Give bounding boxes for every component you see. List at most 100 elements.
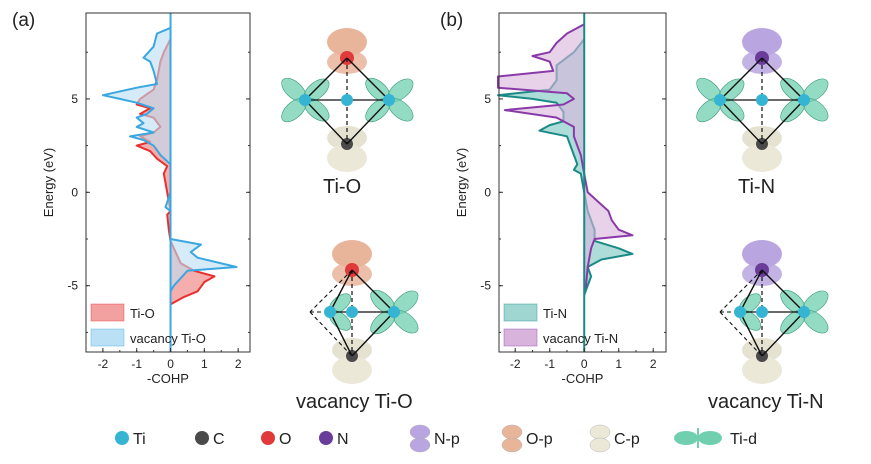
x-tick-label: -2 [510, 357, 521, 371]
bond-line [351, 269, 395, 313]
n-p-orbital-icon [409, 424, 431, 440]
bond-line [761, 311, 805, 357]
legend-label: O-p [526, 431, 553, 448]
legend-swatch [90, 328, 125, 347]
legend-label: O [279, 431, 291, 448]
structure-label-ti-n: Ti-N [738, 176, 776, 198]
legend-swatch [90, 303, 125, 322]
bond-line [304, 57, 348, 101]
legend-item-n-p: N-p [409, 424, 460, 453]
c-p-orbital-lobe [327, 144, 367, 172]
series-line-vacancy-ti-o [101, 26, 238, 292]
n-atom-icon [319, 431, 333, 445]
structure-ti-o [281, 28, 414, 172]
legend-item-o: O [261, 431, 291, 448]
y-tick-label: 5 [484, 92, 491, 106]
series-fill-vacancy-ti-n [498, 24, 633, 290]
legend-label: N [337, 431, 349, 448]
legend-item-c: C [195, 431, 225, 448]
x-tick-label: -1 [131, 357, 142, 371]
bond-line [761, 99, 805, 145]
bond-line [304, 99, 348, 145]
structure-label-vacancy-ti-o: vacancy Ti-O [296, 391, 413, 413]
p-orbital-lobe [742, 240, 782, 268]
x-tick-label: 1 [615, 357, 622, 371]
o-p-orbital-icon [501, 437, 523, 453]
bond-line-dashed [309, 311, 353, 357]
plot-frame [498, 12, 667, 353]
x-tick-label: 0 [167, 357, 174, 371]
atom-ti [324, 306, 336, 318]
c-p-orbital-icon [589, 424, 611, 440]
legend-label: vacancy Ti-N [543, 331, 618, 346]
legend-swatch [503, 303, 538, 322]
y-axis-label: Energy (eV) [41, 148, 56, 217]
c-p-orbital-lobe [332, 356, 372, 384]
y-tick-label: 0 [71, 185, 78, 199]
atom-ti [798, 94, 810, 106]
c-p-orbital-icon [589, 437, 611, 453]
x-tick-label: 1 [201, 357, 208, 371]
structure-ti-n [696, 28, 829, 172]
bond-line [346, 57, 390, 101]
legend-label: N-p [434, 431, 460, 448]
atom-ti [798, 306, 810, 318]
legend-label: Ti [133, 431, 146, 448]
structure-vacancy-ti-n [719, 240, 829, 384]
structure-vacancy-ti-o [309, 240, 419, 384]
p-orbital-lobe [332, 240, 372, 268]
legend-item-ti-d: Ti-d [674, 428, 757, 448]
legend-swatch [503, 328, 538, 347]
panel-label-a: (a) [12, 10, 36, 31]
series-line-vacancy-ti-n [497, 23, 634, 290]
bond-line-dashed [309, 269, 353, 313]
y-tick-label: 5 [71, 92, 78, 106]
legend-label: vacancy Ti-O [130, 331, 206, 346]
y-tick-label: 0 [484, 185, 491, 199]
bond-line [761, 57, 805, 101]
ti-atom-icon [115, 431, 129, 445]
atom-ti [756, 94, 768, 106]
p-orbital-lobe [327, 28, 367, 56]
c-p-orbital-lobe [742, 356, 782, 384]
legend-item-n: N [319, 431, 349, 448]
bond-line [739, 311, 763, 357]
legend-label: Ti-d [730, 431, 757, 448]
panel-label-b: (b) [440, 10, 464, 31]
legend-label: C-p [614, 431, 640, 448]
atom-ti [299, 94, 311, 106]
y-tick-label: -5 [67, 279, 78, 293]
plot-frame [85, 12, 251, 353]
atom-ti [734, 306, 746, 318]
cohp-chart-a: -2 -1 0 1 2 -5 0 5 -COHP Energy (eV) Ti-O vacancy T… [41, 12, 251, 386]
x-tick-label: -2 [98, 357, 109, 371]
legend-item-ti: Ti [115, 431, 146, 448]
legend-label: C [213, 431, 225, 448]
x-tick-label: 2 [650, 357, 657, 371]
ti-d-orbital-icon [697, 428, 699, 448]
ti-d-orbital-icon [674, 431, 698, 445]
c-atom-icon [195, 431, 209, 445]
bond-line-dashed [719, 269, 763, 313]
atom-ti [714, 94, 726, 106]
bond-line [719, 57, 763, 101]
bond-line [761, 269, 805, 313]
c-p-orbital-lobe [742, 144, 782, 172]
bond-line [351, 311, 395, 357]
bond-line [739, 269, 763, 313]
bond-line [346, 99, 390, 145]
bond-line [329, 269, 353, 313]
bond-line [719, 99, 763, 145]
x-tick-label: 0 [581, 357, 588, 371]
structure-label-ti-o: Ti-O [323, 176, 362, 198]
atom-ti [388, 306, 400, 318]
y-tick-label: -5 [480, 279, 491, 293]
legend-item-c-p: C-p [589, 424, 640, 453]
series-line-ti-n [497, 38, 634, 296]
bond-line-dashed [719, 311, 763, 357]
atom-ti [756, 306, 768, 318]
atom-ti [341, 94, 353, 106]
cohp-chart-b: -2 -1 0 1 2 -5 0 5 -COHP Energy (eV) Ti-N vacancy T… [454, 12, 667, 386]
structure-label-vacancy-ti-n: vacancy Ti-N [708, 391, 824, 413]
